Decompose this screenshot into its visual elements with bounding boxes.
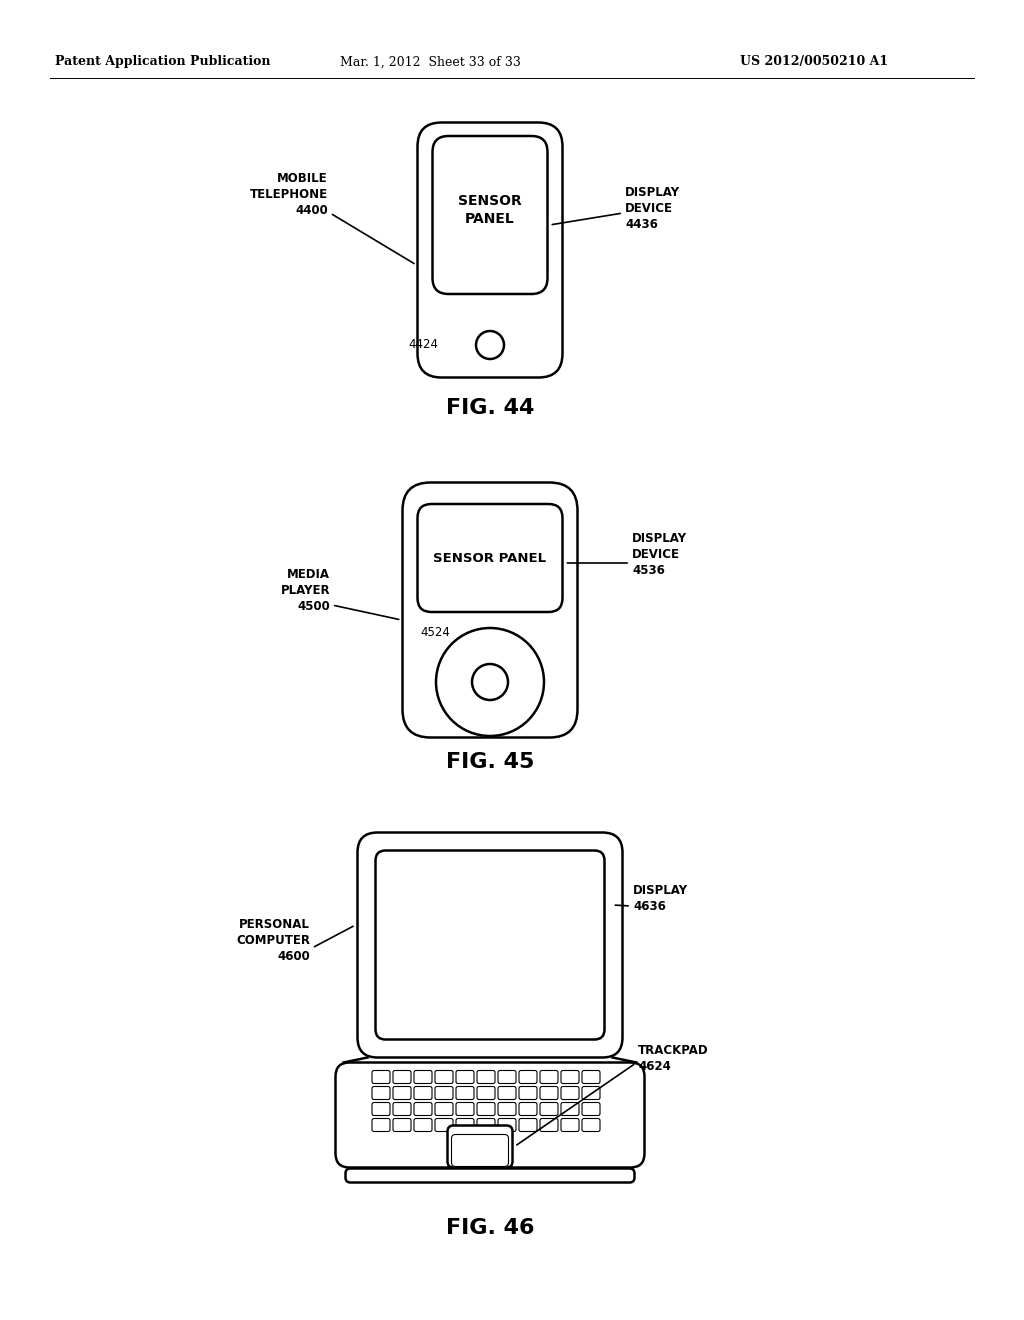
FancyBboxPatch shape [519,1118,537,1131]
FancyBboxPatch shape [519,1071,537,1084]
FancyBboxPatch shape [456,1102,474,1115]
Text: 4424: 4424 [408,338,438,351]
FancyBboxPatch shape [402,483,578,738]
FancyBboxPatch shape [561,1086,579,1100]
Text: Mar. 1, 2012  Sheet 33 of 33: Mar. 1, 2012 Sheet 33 of 33 [340,55,520,69]
Text: MEDIA
PLAYER
4500: MEDIA PLAYER 4500 [281,568,330,612]
FancyBboxPatch shape [582,1071,600,1084]
FancyBboxPatch shape [393,1102,411,1115]
FancyBboxPatch shape [414,1118,432,1131]
FancyBboxPatch shape [357,833,623,1057]
FancyBboxPatch shape [498,1071,516,1084]
FancyBboxPatch shape [477,1102,495,1115]
FancyBboxPatch shape [582,1086,600,1100]
Circle shape [476,331,504,359]
Text: SENSOR PANEL: SENSOR PANEL [433,552,547,565]
Text: US 2012/0050210 A1: US 2012/0050210 A1 [740,55,888,69]
FancyBboxPatch shape [456,1086,474,1100]
FancyBboxPatch shape [414,1071,432,1084]
FancyBboxPatch shape [540,1071,558,1084]
FancyBboxPatch shape [498,1102,516,1115]
FancyBboxPatch shape [456,1118,474,1131]
Circle shape [436,628,544,737]
FancyBboxPatch shape [582,1118,600,1131]
FancyBboxPatch shape [540,1086,558,1100]
Text: FIG. 45: FIG. 45 [445,752,535,772]
FancyBboxPatch shape [477,1118,495,1131]
FancyBboxPatch shape [498,1086,516,1100]
Text: DISPLAY
DEVICE
4436: DISPLAY DEVICE 4436 [625,186,680,231]
FancyBboxPatch shape [498,1118,516,1131]
Text: DISPLAY
4636: DISPLAY 4636 [633,883,688,912]
FancyBboxPatch shape [540,1118,558,1131]
FancyBboxPatch shape [414,1102,432,1115]
Text: PERSONAL
COMPUTER
4600: PERSONAL COMPUTER 4600 [236,917,310,962]
FancyBboxPatch shape [372,1071,390,1084]
FancyBboxPatch shape [561,1102,579,1115]
FancyBboxPatch shape [372,1086,390,1100]
FancyBboxPatch shape [393,1118,411,1131]
Text: Patent Application Publication: Patent Application Publication [55,55,270,69]
Text: 4524: 4524 [420,626,450,639]
FancyBboxPatch shape [418,123,562,378]
Text: FIG. 46: FIG. 46 [445,1218,535,1238]
FancyBboxPatch shape [435,1086,453,1100]
FancyBboxPatch shape [414,1086,432,1100]
FancyBboxPatch shape [519,1102,537,1115]
FancyBboxPatch shape [393,1071,411,1084]
FancyBboxPatch shape [561,1071,579,1084]
Text: SENSOR
PANEL: SENSOR PANEL [458,194,522,226]
FancyBboxPatch shape [435,1118,453,1131]
FancyBboxPatch shape [452,1134,509,1167]
FancyBboxPatch shape [540,1102,558,1115]
FancyBboxPatch shape [477,1086,495,1100]
FancyBboxPatch shape [435,1071,453,1084]
Text: FIG. 44: FIG. 44 [445,399,535,418]
FancyBboxPatch shape [345,1168,635,1183]
FancyBboxPatch shape [372,1118,390,1131]
FancyBboxPatch shape [519,1086,537,1100]
FancyBboxPatch shape [372,1102,390,1115]
Text: TRACKPAD
4624: TRACKPAD 4624 [638,1044,709,1072]
FancyBboxPatch shape [336,1063,644,1167]
FancyBboxPatch shape [447,1126,512,1167]
FancyBboxPatch shape [418,504,562,612]
FancyBboxPatch shape [376,850,604,1040]
FancyBboxPatch shape [477,1071,495,1084]
FancyBboxPatch shape [435,1102,453,1115]
FancyBboxPatch shape [456,1071,474,1084]
Text: DISPLAY
DEVICE
4536: DISPLAY DEVICE 4536 [632,532,687,578]
Text: MOBILE
TELEPHONE
4400: MOBILE TELEPHONE 4400 [250,173,328,218]
Circle shape [472,664,508,700]
FancyBboxPatch shape [432,136,548,294]
FancyBboxPatch shape [393,1086,411,1100]
FancyBboxPatch shape [561,1118,579,1131]
FancyBboxPatch shape [582,1102,600,1115]
